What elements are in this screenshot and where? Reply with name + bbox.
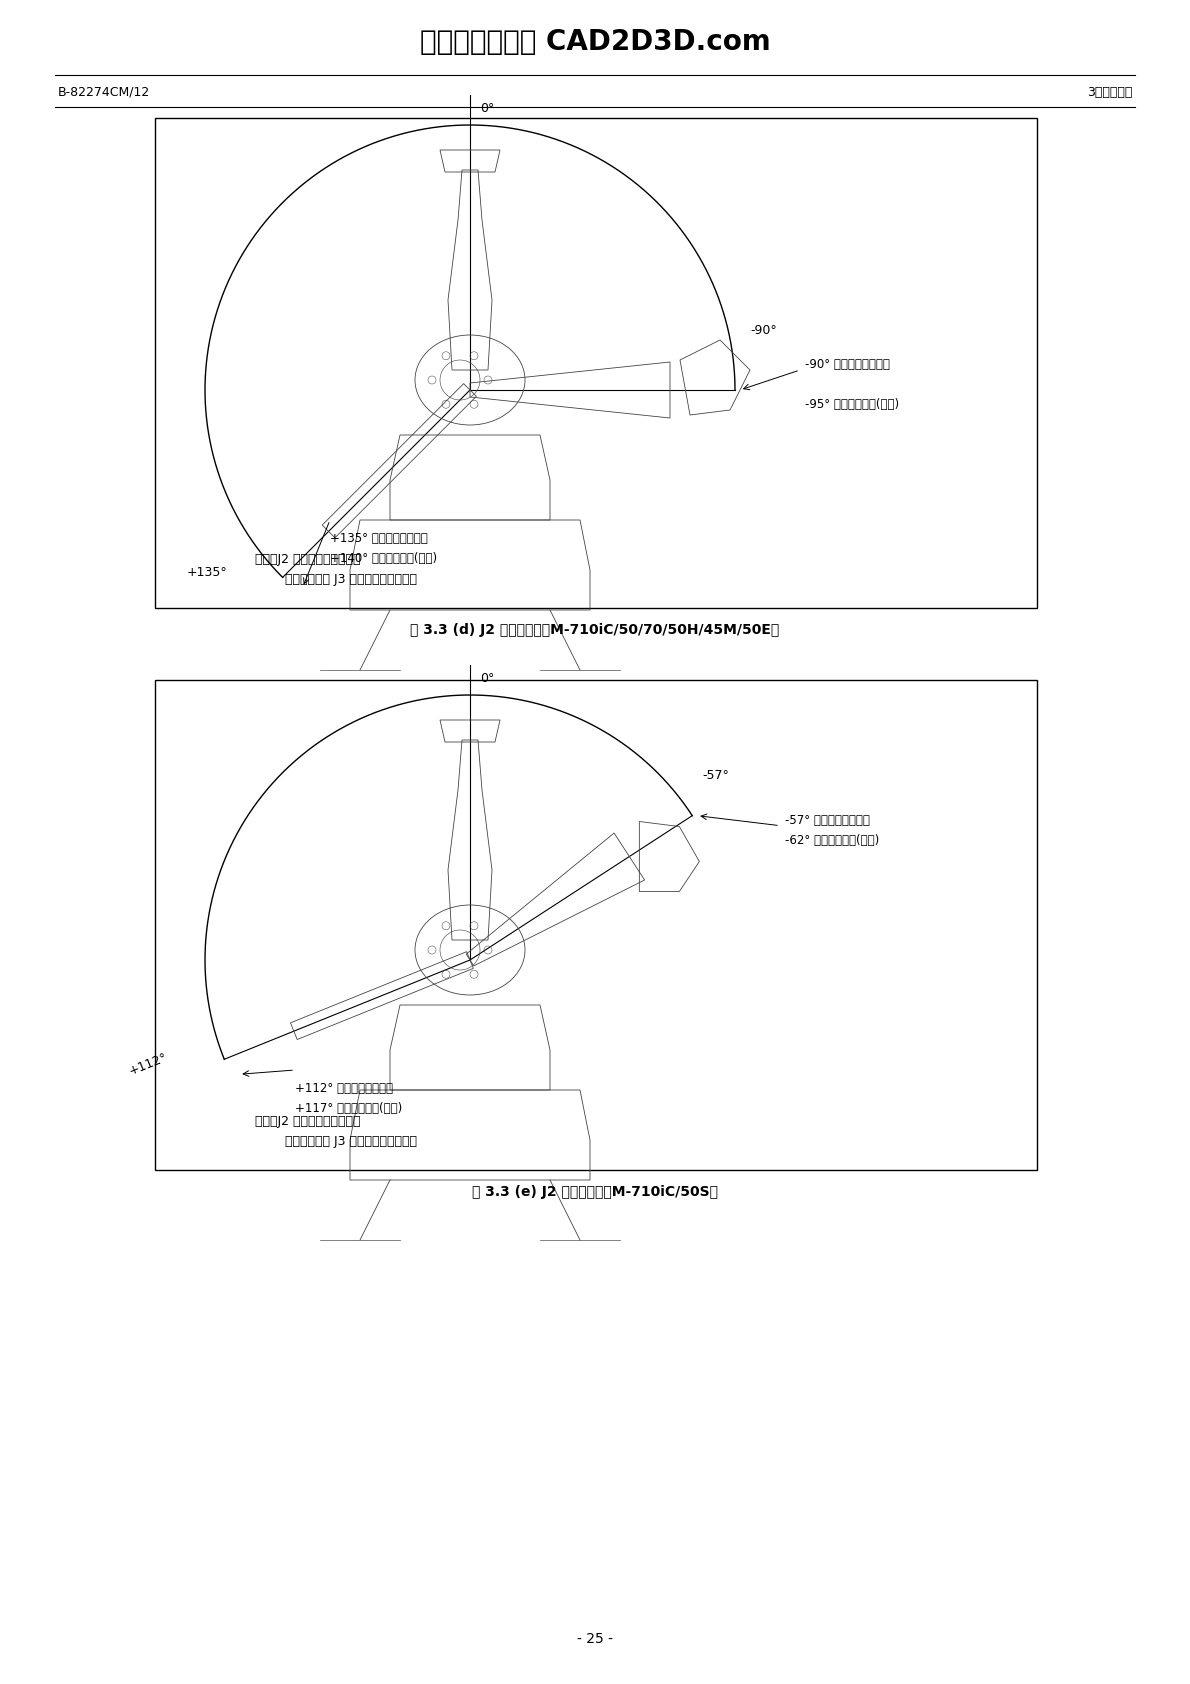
Text: +135° 行程终端（上限）: +135° 行程终端（上限） [330, 532, 427, 546]
Text: -90°: -90° [750, 323, 777, 337]
Text: -90° 行程终端（下限）: -90° 行程终端（下限） [804, 359, 890, 372]
Text: -62° 最大停止位置(距离): -62° 最大停止位置(距离) [785, 834, 879, 847]
Text: B-82274CM/12: B-82274CM/12 [58, 86, 150, 98]
Bar [155, 680, 1036, 1170]
Text: +140° 最大停止位置(距离): +140° 最大停止位置(距离) [330, 552, 437, 566]
Text: - 25 -: - 25 - [577, 1632, 613, 1645]
Text: 工业自动化专家 CAD2D3D.com: 工业自动化专家 CAD2D3D.com [420, 29, 770, 56]
Text: +117° 最大停止位置(距离): +117° 最大停止位置(距离) [295, 1101, 402, 1115]
Text: 图 3.3 (e) J2 轴可动范围（M-710iC/50S）: 图 3.3 (e) J2 轴可动范围（M-710iC/50S） [472, 1186, 718, 1199]
Text: 0°: 0° [480, 103, 494, 115]
Text: 图 3.3 (d) J2 轴可动范围（M-710iC/50/70/50H/45M/50E）: 图 3.3 (d) J2 轴可动范围（M-710iC/50/70/50H/45M… [411, 623, 779, 637]
Text: +135°: +135° [187, 566, 227, 579]
Bar [155, 118, 1036, 608]
Text: -57° 行程终端（下限）: -57° 行程终端（下限） [785, 813, 870, 827]
Text: -95° 最大停止位置(距离): -95° 最大停止位置(距离) [804, 399, 900, 411]
Text: -57°: -57° [702, 770, 729, 781]
Text: 注释）J2 轴上没有限位开关。: 注释）J2 轴上没有限位开关。 [255, 1115, 361, 1128]
Text: +112° 行程终端（上限）: +112° 行程终端（上限） [295, 1083, 393, 1095]
Text: +112°: +112° [127, 1051, 169, 1078]
Text: 3．基本规格: 3．基本规格 [1086, 86, 1132, 98]
Text: 注释）J2 轴上没有限位开关。: 注释）J2 轴上没有限位开关。 [255, 552, 361, 566]
Text: 0°: 0° [480, 672, 494, 685]
Text: 动作范围根据 J3 轴的位置受到限制。: 动作范围根据 J3 轴的位置受到限制。 [284, 1135, 416, 1148]
Text: 动作范围根据 J3 轴的位置受到限制。: 动作范围根据 J3 轴的位置受到限制。 [284, 573, 416, 586]
